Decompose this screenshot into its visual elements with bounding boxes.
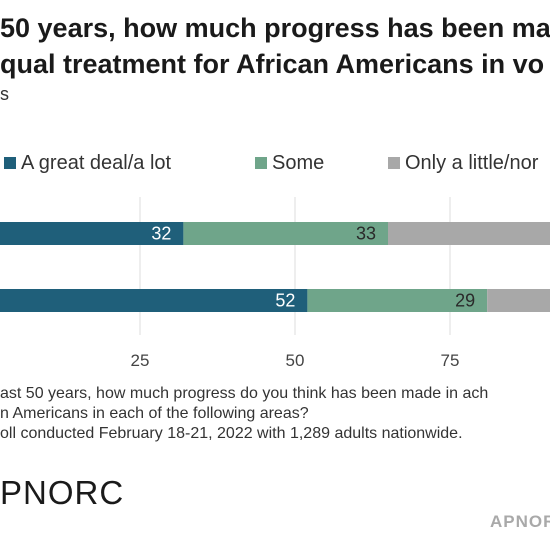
note-line-3: oll conducted February 18-21, 2022 with … — [0, 425, 463, 442]
chart-legend: A great deal/a lot Some Only a little/no… — [0, 150, 550, 178]
bar-row1-series2 — [183, 222, 388, 245]
legend-label-great-deal: A great deal/a lot — [21, 152, 172, 174]
chart-title-line-1: 50 years, how much progress has been ma — [0, 13, 550, 43]
legend-swatch-great-deal — [4, 157, 16, 169]
note-line-2: n Americans in each of the following are… — [0, 405, 309, 422]
bar-row2-series2 — [307, 289, 488, 312]
apnorc-credit: APNOR — [490, 512, 550, 531]
data-label-row2-series2: 29 — [455, 291, 475, 311]
chart-title-line-2: qual treatment for African Americans in … — [0, 49, 545, 79]
bar-row2-series1 — [0, 289, 308, 312]
x-tick-label-50: 50 — [286, 351, 305, 370]
bar-row1-series1 — [0, 222, 184, 245]
legend-swatch-only-a-little — [388, 157, 400, 169]
legend-label-some: Some — [272, 152, 325, 174]
chart-note: ast 50 years, how much progress do you t… — [0, 384, 550, 444]
bar-row2-series3 — [487, 289, 550, 312]
note-line-1: ast 50 years, how much progress do you t… — [0, 385, 489, 402]
chart-subtitle: s — [0, 84, 9, 104]
legend-label-only-a-little: Only a little/nor — [405, 152, 539, 174]
bar-row1-series3 — [388, 222, 550, 245]
legend-swatch-some — [255, 157, 267, 169]
x-tick-label-75: 75 — [441, 351, 460, 370]
x-tick-label-25: 25 — [131, 351, 150, 370]
stacked-bar-chart: 25 50 75 32 33 52 29 — [0, 197, 550, 370]
apnorc-logo: PNORC — [0, 474, 125, 511]
data-label-row1-series1: 32 — [151, 224, 171, 244]
data-label-row2-series1: 52 — [275, 291, 295, 311]
data-label-row1-series2: 33 — [356, 224, 376, 244]
